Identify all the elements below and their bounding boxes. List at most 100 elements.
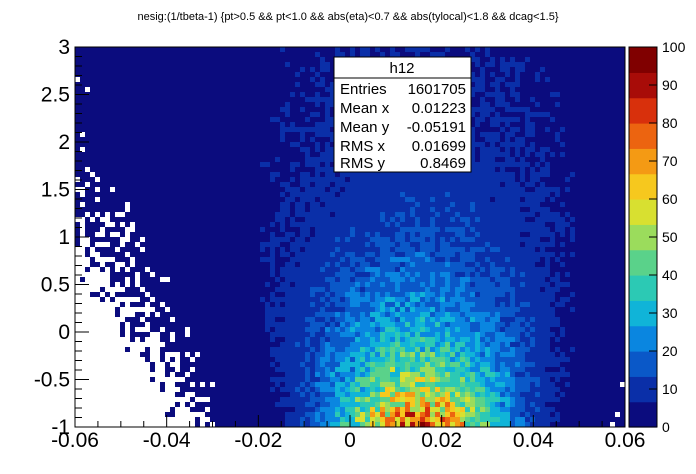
heatmap-cell xyxy=(400,227,405,232)
heatmap-cell xyxy=(220,297,225,302)
heatmap-cell xyxy=(420,207,425,212)
heatmap-cell xyxy=(215,97,220,102)
heatmap-cell xyxy=(335,302,340,307)
heatmap-cell xyxy=(385,217,390,222)
heatmap-cell xyxy=(175,167,180,172)
heatmap-cell xyxy=(375,362,380,367)
heatmap-cell xyxy=(420,302,425,307)
heatmap-cell xyxy=(235,312,240,317)
heatmap-cell xyxy=(245,422,250,427)
heatmap-cell xyxy=(245,242,250,247)
heatmap-cell xyxy=(330,172,335,177)
heatmap-cell xyxy=(115,72,120,77)
heatmap-cell xyxy=(215,122,220,127)
heatmap-cell xyxy=(265,387,270,392)
heatmap-cell xyxy=(245,377,250,382)
heatmap-cell xyxy=(415,287,420,292)
heatmap-cell xyxy=(260,147,265,152)
heatmap-cell xyxy=(150,122,155,127)
heatmap-cell xyxy=(385,252,390,257)
heatmap-cell xyxy=(230,272,235,277)
heatmap-cell xyxy=(380,202,385,207)
heatmap-cell xyxy=(345,377,350,382)
heatmap-cell xyxy=(440,347,445,352)
heatmap-cell xyxy=(285,417,290,422)
heatmap-cell xyxy=(300,292,305,297)
heatmap-cell xyxy=(80,177,85,182)
heatmap-cell xyxy=(215,52,220,57)
heatmap-cell xyxy=(290,162,295,167)
heatmap-cell xyxy=(245,147,250,152)
heatmap-cell xyxy=(320,332,325,337)
heatmap-cell xyxy=(345,402,350,407)
heatmap-cell xyxy=(270,47,275,52)
heatmap-cell xyxy=(300,277,305,282)
heatmap-cell xyxy=(425,277,430,282)
heatmap-cell xyxy=(200,182,205,187)
heatmap-cell xyxy=(275,112,280,117)
heatmap-cell xyxy=(275,407,280,412)
heatmap-cell xyxy=(330,197,335,202)
heatmap-cell xyxy=(315,172,320,177)
heatmap-cell xyxy=(235,367,240,372)
heatmap-cell xyxy=(145,62,150,67)
heatmap-cell xyxy=(145,237,150,242)
heatmap-cell xyxy=(440,277,445,282)
heatmap-cell xyxy=(220,87,225,92)
heatmap-cell xyxy=(205,172,210,177)
heatmap-cell xyxy=(235,227,240,232)
heatmap-cell xyxy=(235,187,240,192)
heatmap-cell xyxy=(210,242,215,247)
heatmap-cell xyxy=(245,347,250,352)
heatmap-cell xyxy=(140,192,145,197)
heatmap-cell xyxy=(280,212,285,217)
heatmap-cell xyxy=(205,412,210,417)
heatmap-cell xyxy=(355,417,360,422)
heatmap-cell xyxy=(180,317,185,322)
heatmap-cell xyxy=(315,412,320,417)
heatmap-cell xyxy=(110,112,115,117)
heatmap-cell xyxy=(325,122,330,127)
heatmap-cell xyxy=(400,342,405,347)
heatmap-cell xyxy=(115,132,120,137)
heatmap-cell xyxy=(160,222,165,227)
heatmap-cell xyxy=(115,127,120,132)
heatmap-cell xyxy=(210,337,215,342)
heatmap-cell xyxy=(255,282,260,287)
heatmap-cell xyxy=(155,62,160,67)
heatmap-cell xyxy=(260,262,265,267)
heatmap-cell xyxy=(240,267,245,272)
heatmap-cell xyxy=(120,182,125,187)
heatmap-cell xyxy=(370,172,375,177)
heatmap-cell xyxy=(300,377,305,382)
heatmap-cell xyxy=(265,202,270,207)
heatmap-cell xyxy=(415,422,420,427)
heatmap-cell xyxy=(125,122,130,127)
heatmap-cell xyxy=(225,327,230,332)
heatmap-cell xyxy=(140,302,145,307)
heatmap-cell xyxy=(435,357,440,362)
heatmap-cell xyxy=(180,47,185,52)
heatmap-cell xyxy=(230,112,235,117)
heatmap-cell xyxy=(330,92,335,97)
heatmap-cell xyxy=(150,152,155,157)
heatmap-cell xyxy=(225,322,230,327)
heatmap-cell xyxy=(255,147,260,152)
heatmap-cell xyxy=(265,372,270,377)
heatmap-cell xyxy=(430,252,435,257)
heatmap-cell xyxy=(275,182,280,187)
heatmap-cell xyxy=(225,252,230,257)
heatmap-cell xyxy=(150,182,155,187)
heatmap-cell xyxy=(210,57,215,62)
heatmap-cell xyxy=(340,262,345,267)
heatmap-cell xyxy=(440,292,445,297)
heatmap-cell xyxy=(250,337,255,342)
heatmap-cell xyxy=(390,387,395,392)
heatmap-cell xyxy=(195,47,200,52)
heatmap-cell xyxy=(160,97,165,102)
heatmap-cell xyxy=(190,87,195,92)
heatmap-cell xyxy=(270,302,275,307)
heatmap-cell xyxy=(410,352,415,357)
heatmap-cell xyxy=(185,122,190,127)
heatmap-cell xyxy=(155,132,160,137)
